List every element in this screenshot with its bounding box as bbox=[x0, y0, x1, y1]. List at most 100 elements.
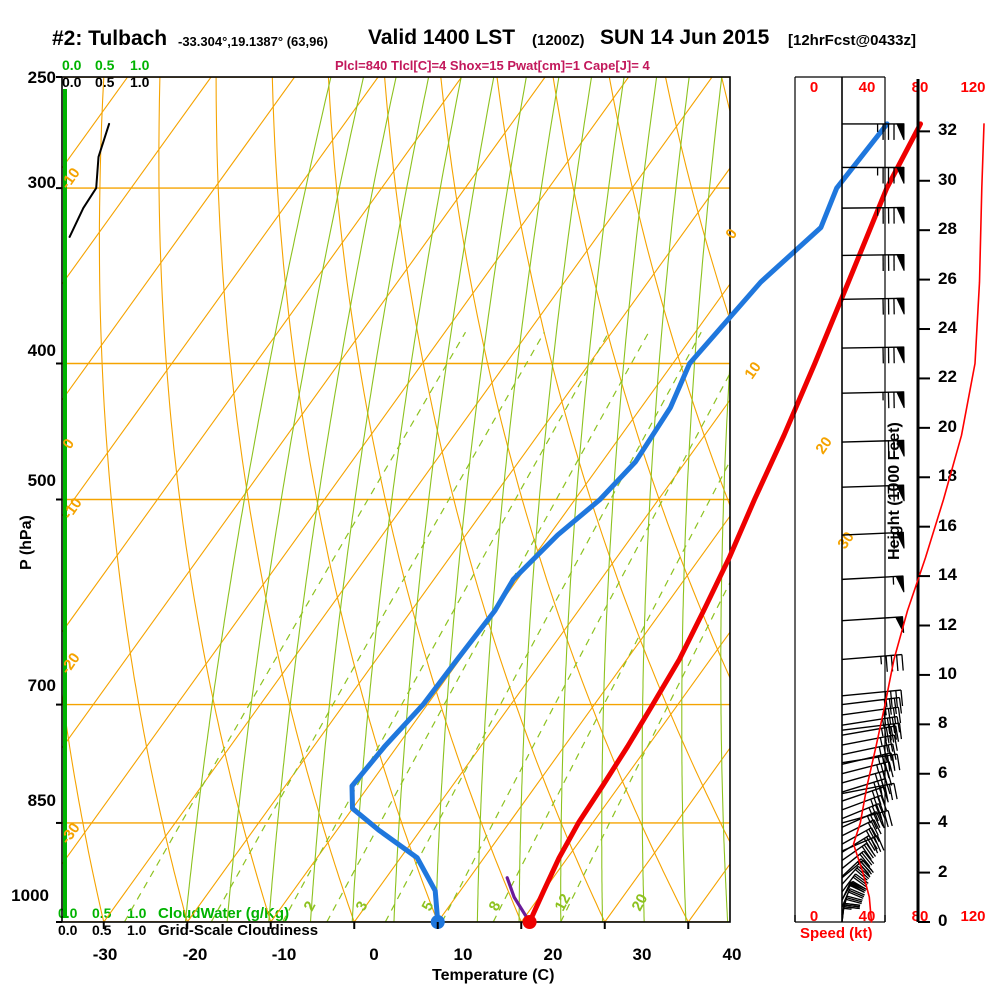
moist-adiabat-10 bbox=[435, 77, 527, 922]
pressure-tick-700: 700 bbox=[27, 676, 56, 695]
wind-barb-full bbox=[866, 836, 876, 851]
moist-adiabat-50 bbox=[759, 77, 787, 922]
wind-barb-full bbox=[868, 828, 878, 844]
wind-barb-full bbox=[901, 654, 904, 671]
height-tick-label-20: 20 bbox=[938, 416, 957, 436]
valid-date: SUN 14 Jun 2015 bbox=[600, 26, 770, 49]
mixing-ratio-1 bbox=[210, 331, 545, 922]
pressure-tick-500: 500 bbox=[27, 471, 56, 490]
wind-barb-shaft bbox=[841, 575, 904, 581]
isotherm--60 bbox=[62, 77, 463, 633]
wind-speed-curve bbox=[852, 123, 985, 923]
wind-barb-shaft bbox=[841, 722, 900, 731]
wind-barb-shaft bbox=[841, 206, 905, 209]
wind-barb-full bbox=[848, 889, 865, 898]
wind-barb-full bbox=[884, 778, 891, 795]
height-tick-label-32: 32 bbox=[938, 120, 957, 140]
cloudiness-tick-bot-2: 1.0 bbox=[127, 922, 147, 938]
mixing-ratio-5 bbox=[384, 331, 702, 922]
height-tick-label-12: 12 bbox=[938, 614, 957, 634]
speed-tick-bot-0: 0 bbox=[809, 908, 819, 925]
wind-barb-half bbox=[874, 773, 879, 782]
isotherm--70 bbox=[62, 77, 379, 517]
wind-barb-shaft bbox=[841, 653, 902, 661]
wind-barb-shaft bbox=[841, 850, 865, 870]
wind-barb-half bbox=[880, 728, 884, 737]
temp-tick-10: 10 bbox=[453, 945, 473, 964]
moist-adiabat--10 bbox=[268, 77, 397, 922]
mixing-ratio-label-2: 2 bbox=[301, 899, 320, 914]
dry-adiabat-100 bbox=[778, 77, 1000, 922]
wind-barb-full bbox=[900, 690, 904, 707]
wind-barb-full bbox=[843, 906, 860, 910]
wind-barb-full bbox=[893, 734, 898, 751]
cloudiness-tick-bot-1: 0.5 bbox=[92, 922, 112, 938]
height-tick-label-22: 22 bbox=[938, 367, 957, 387]
wind-barb-full bbox=[890, 726, 895, 743]
height-tick-label-2: 2 bbox=[938, 861, 948, 881]
speed-axis-label: Speed (kt) bbox=[800, 925, 873, 942]
wind-barb-full bbox=[875, 811, 884, 827]
isotherm--50 bbox=[62, 77, 546, 749]
height-tick-label-10: 10 bbox=[938, 663, 957, 683]
isotherm--80 bbox=[62, 77, 296, 401]
wind-barb-flag bbox=[895, 484, 905, 502]
wind-barb-full bbox=[857, 865, 871, 878]
wind-barb-full bbox=[885, 727, 890, 744]
wind-barb-shaft bbox=[841, 778, 886, 793]
mixing-ratio-label-20: 20 bbox=[629, 891, 652, 914]
height-tick-label-28: 28 bbox=[938, 219, 957, 239]
wind-barb-full bbox=[898, 697, 903, 714]
dry-adiabat-120 bbox=[890, 77, 1000, 922]
height-tick-label-24: 24 bbox=[938, 318, 957, 338]
temperature-curve bbox=[527, 121, 923, 925]
wind-barb-full bbox=[886, 770, 893, 786]
pressure-tick-400: 400 bbox=[27, 341, 56, 360]
isotherm--40 bbox=[62, 77, 630, 866]
isotherm-30 bbox=[604, 747, 730, 922]
wind-barb-full bbox=[891, 717, 896, 734]
height-tick-label-8: 8 bbox=[938, 713, 948, 733]
wind-barb-flag bbox=[896, 207, 905, 224]
moist-adiabat-15 bbox=[476, 77, 560, 922]
wind-barb-full bbox=[861, 852, 873, 866]
wind-barb-shaft bbox=[841, 689, 902, 697]
wind-barb-full bbox=[888, 784, 894, 801]
dry-adiabat--10 bbox=[158, 77, 272, 922]
isotherm--110 bbox=[0, 77, 44, 922]
wind-barb-full bbox=[845, 898, 862, 905]
wind-barb-full bbox=[873, 836, 882, 853]
wind-barb-full bbox=[878, 788, 886, 804]
mixing-ratio-8 bbox=[441, 372, 730, 922]
mixing-ratio-label-3: 3 bbox=[353, 899, 372, 914]
wind-barb-full bbox=[873, 819, 882, 835]
height-tick-label-6: 6 bbox=[938, 762, 948, 782]
valid-time-zulu: (1200Z) bbox=[532, 32, 585, 49]
wind-barb-shaft bbox=[841, 865, 859, 885]
mixing-ratio-label-8: 8 bbox=[486, 899, 505, 914]
wind-barb-full bbox=[863, 850, 875, 865]
wind-barb-full bbox=[870, 820, 879, 836]
wind-barb-half bbox=[878, 746, 882, 755]
mixing-ratio-20 bbox=[560, 581, 730, 922]
wind-barb-full bbox=[874, 804, 883, 821]
wind-barb-full bbox=[886, 718, 891, 734]
dry-adiabat--30 bbox=[62, 690, 105, 922]
height-tick-label-0: 0 bbox=[938, 911, 948, 930]
cloudiness-tick-top-1: 0.5 bbox=[95, 74, 115, 90]
mixing-ratio-0.4 bbox=[123, 331, 467, 922]
wind-barb-full bbox=[859, 853, 871, 868]
wind-barb-flag bbox=[895, 575, 905, 593]
dry-adiabat-130 bbox=[946, 77, 1000, 922]
temperature-axis-label: Temperature (C) bbox=[432, 967, 555, 984]
wind-barb-flag bbox=[895, 531, 905, 549]
wind-barb-full bbox=[898, 723, 903, 740]
moist-adiabat-45 bbox=[720, 353, 730, 922]
cloudwater-tick-top-0: 0.0 bbox=[62, 57, 82, 73]
temp-tick-30: 30 bbox=[632, 945, 652, 964]
wind-barb-full bbox=[852, 880, 867, 890]
temp-tick--20: -20 bbox=[182, 945, 208, 964]
wind-barb-full bbox=[896, 716, 901, 733]
wind-barb-full bbox=[860, 858, 873, 871]
wind-barb-flag bbox=[896, 346, 905, 364]
